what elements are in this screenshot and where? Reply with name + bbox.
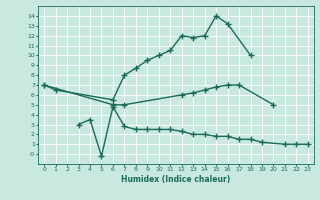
X-axis label: Humidex (Indice chaleur): Humidex (Indice chaleur) <box>121 175 231 184</box>
